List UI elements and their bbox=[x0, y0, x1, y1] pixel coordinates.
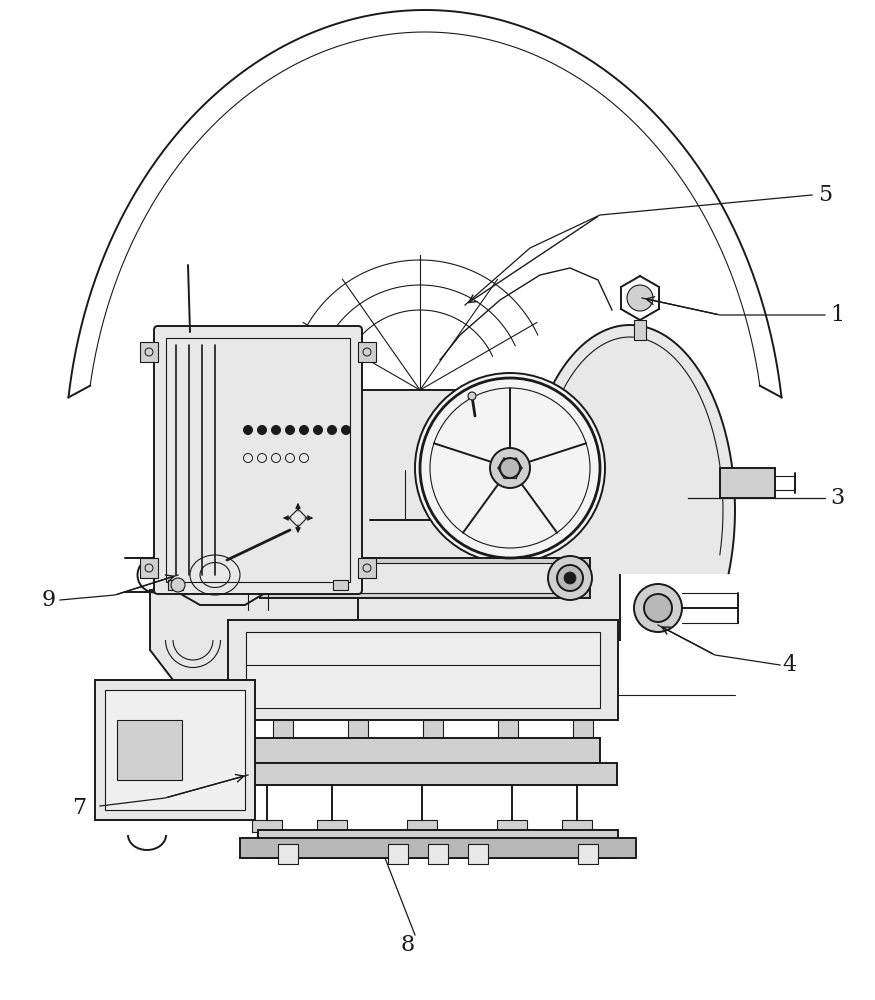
Bar bbox=[140, 342, 158, 362]
Bar bbox=[246, 632, 600, 708]
Bar bbox=[117, 720, 182, 780]
Bar bbox=[232, 763, 617, 785]
Text: 7: 7 bbox=[72, 797, 86, 819]
Bar bbox=[348, 720, 368, 738]
Bar bbox=[166, 338, 350, 582]
Bar bbox=[573, 720, 593, 738]
Circle shape bbox=[285, 426, 295, 434]
Bar bbox=[720, 468, 775, 498]
Circle shape bbox=[644, 594, 672, 622]
Bar bbox=[333, 580, 348, 590]
Circle shape bbox=[271, 426, 281, 434]
Polygon shape bbox=[150, 590, 358, 685]
FancyBboxPatch shape bbox=[154, 326, 362, 594]
Circle shape bbox=[299, 426, 309, 434]
Bar bbox=[578, 844, 598, 864]
Bar bbox=[258, 830, 618, 858]
Text: 4: 4 bbox=[782, 654, 796, 676]
Bar bbox=[423, 720, 443, 738]
Bar bbox=[562, 820, 592, 832]
Circle shape bbox=[500, 458, 520, 478]
Bar bbox=[428, 844, 448, 864]
Bar bbox=[245, 738, 600, 763]
Circle shape bbox=[564, 572, 576, 584]
Bar bbox=[634, 320, 646, 340]
Circle shape bbox=[627, 285, 653, 311]
Circle shape bbox=[313, 426, 323, 434]
Bar bbox=[358, 558, 376, 578]
Circle shape bbox=[243, 426, 253, 434]
Bar bbox=[228, 620, 618, 720]
Bar bbox=[168, 580, 183, 590]
Circle shape bbox=[257, 426, 267, 434]
Circle shape bbox=[415, 373, 605, 563]
Circle shape bbox=[557, 565, 583, 591]
Bar bbox=[260, 558, 590, 598]
Bar bbox=[240, 838, 636, 858]
Text: 8: 8 bbox=[400, 934, 414, 956]
Circle shape bbox=[490, 448, 530, 488]
Bar bbox=[273, 720, 293, 738]
Bar bbox=[468, 844, 488, 864]
Bar bbox=[230, 390, 620, 640]
Bar bbox=[358, 342, 376, 362]
Text: 5: 5 bbox=[818, 184, 832, 206]
Circle shape bbox=[548, 556, 592, 600]
Bar bbox=[498, 720, 518, 738]
Bar bbox=[105, 690, 245, 810]
Bar bbox=[278, 844, 298, 864]
Polygon shape bbox=[165, 540, 270, 605]
Circle shape bbox=[341, 426, 351, 434]
Text: 1: 1 bbox=[830, 304, 844, 326]
Bar bbox=[140, 558, 158, 578]
Bar bbox=[388, 844, 408, 864]
Bar bbox=[317, 820, 347, 832]
Bar bbox=[497, 820, 527, 832]
Text: 9: 9 bbox=[42, 589, 56, 611]
Circle shape bbox=[634, 584, 682, 632]
Bar bbox=[95, 680, 255, 820]
Circle shape bbox=[327, 426, 337, 434]
Polygon shape bbox=[525, 325, 735, 573]
Bar bbox=[252, 820, 282, 832]
Bar bbox=[275, 563, 575, 593]
Circle shape bbox=[171, 578, 185, 592]
Text: 3: 3 bbox=[830, 487, 844, 509]
Circle shape bbox=[468, 392, 476, 400]
Bar bbox=[407, 820, 437, 832]
